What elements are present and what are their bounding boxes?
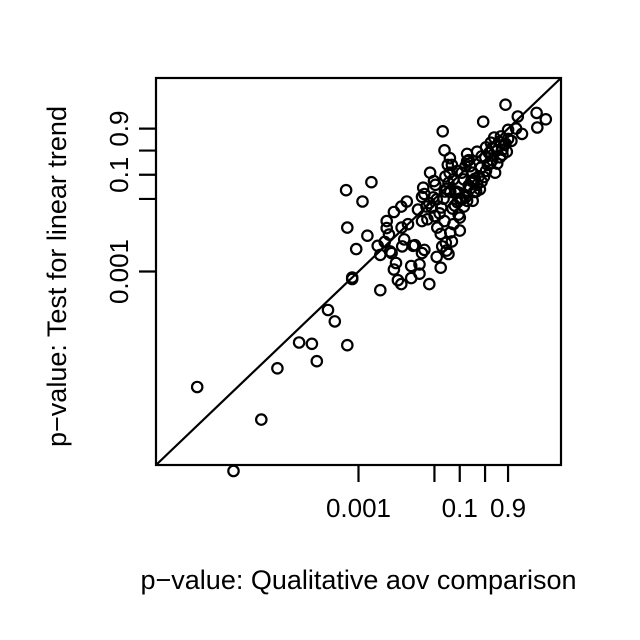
data-point: [339, 183, 353, 197]
data-point: [453, 211, 467, 224]
data-point: [345, 272, 359, 286]
data-point: [530, 121, 544, 134]
data-point: [439, 236, 453, 250]
data-point: [430, 250, 443, 264]
y-tick-label: 0.001: [104, 239, 134, 304]
data-point: [445, 235, 459, 248]
identity-reference-line: [155, 77, 562, 466]
data-point: [408, 238, 422, 252]
data-point: [447, 217, 460, 231]
data-point: [349, 242, 363, 256]
data-point: [397, 233, 411, 246]
data-point: [515, 127, 529, 141]
data-point: [453, 192, 467, 205]
points-layer: [190, 98, 553, 478]
data-point: [340, 221, 354, 234]
data-point: [356, 195, 369, 208]
data-point: [490, 157, 504, 170]
y-tick-label: 0.1: [104, 157, 134, 193]
y-axis: 0.001 0.1 0.9: [104, 111, 156, 304]
data-point: [365, 175, 378, 189]
y-axis-title: p−value: Test for linear trend: [42, 106, 72, 447]
data-point: [501, 123, 515, 137]
data-point: [254, 413, 268, 426]
data-point: [434, 261, 447, 274]
data-point: [445, 158, 459, 172]
data-point: [452, 186, 465, 199]
data-point: [190, 380, 204, 394]
data-point: [404, 259, 418, 273]
data-point: [505, 134, 518, 148]
data-point: [467, 174, 481, 188]
data-point: [427, 174, 441, 188]
data-point: [436, 125, 449, 138]
data-point: [499, 98, 512, 111]
x-tick-label: 0.1: [442, 493, 478, 523]
data-point: [511, 110, 525, 123]
data-point: [389, 256, 403, 270]
data-point: [292, 336, 306, 349]
data-point: [539, 113, 553, 126]
data-point: [443, 185, 457, 199]
data-point: [474, 161, 488, 174]
data-point: [321, 303, 335, 317]
data-point: [484, 136, 498, 149]
data-point: [413, 267, 426, 280]
x-tick-label: 0.9: [490, 493, 526, 523]
data-point: [415, 214, 429, 228]
data-point: [441, 158, 455, 172]
data-point: [500, 145, 514, 158]
data-point: [383, 245, 397, 258]
data-point: [340, 338, 354, 352]
x-axis: 0.001 0.1 0.9: [326, 465, 526, 523]
data-point: [530, 106, 543, 120]
data-point: [439, 170, 452, 183]
y-tick-label: 0.9: [104, 111, 134, 147]
data-point: [422, 277, 436, 291]
data-point: [453, 224, 467, 237]
data-point: [227, 464, 240, 478]
data-point: [430, 221, 444, 234]
data-point: [380, 221, 393, 235]
data-point: [380, 214, 393, 228]
data-point: [442, 247, 455, 261]
data-point: [421, 213, 434, 226]
data-point: [401, 217, 415, 231]
data-point: [395, 240, 409, 253]
data-point: [394, 277, 408, 291]
data-point: [418, 243, 431, 257]
x-tick-label: 0.001: [326, 493, 391, 523]
data-point: [387, 263, 401, 276]
data-point: [310, 354, 324, 368]
data-point: [328, 315, 342, 328]
data-point: [460, 194, 474, 208]
data-point: [271, 361, 284, 375]
data-point: [361, 229, 374, 242]
x-axis-title: p−value: Qualitative aov comparison: [141, 565, 577, 595]
data-point: [385, 246, 398, 260]
data-point: [395, 221, 408, 234]
data-point: [373, 283, 387, 297]
data-point: [387, 205, 401, 219]
data-point: [476, 115, 490, 128]
data-point: [415, 246, 429, 260]
data-point: [443, 151, 457, 165]
data-point: [416, 181, 430, 194]
data-point: [305, 337, 319, 351]
